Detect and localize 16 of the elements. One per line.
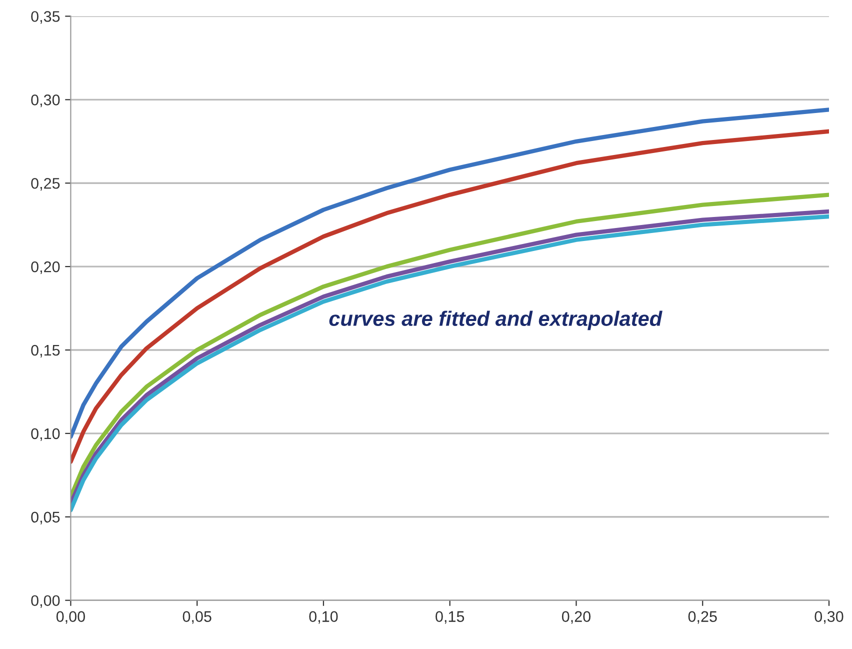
- x-tick-label: 0,05: [182, 611, 212, 624]
- y-tick-label: 0,25: [31, 178, 60, 191]
- y-tick-label: 0,35: [31, 11, 60, 24]
- x-tick-label: 0,15: [436, 611, 464, 624]
- x-tick-label: 0,25: [688, 611, 717, 624]
- annotation: curves are fitted and extrapolated: [329, 310, 662, 330]
- x-tick-label: 0,10: [309, 611, 338, 624]
- y-tick-label: 0,30: [31, 94, 60, 108]
- y-tick-label: 0,20: [31, 261, 60, 274]
- y-tick-label: 0,00: [31, 595, 60, 608]
- y-tick-label: 0,05: [31, 512, 60, 524]
- y-tick-label: 0,10: [31, 428, 60, 441]
- x-tick-label: 0,00: [56, 611, 85, 624]
- x-tick-label: 0,20: [562, 611, 591, 624]
- x-tick-label: 0,30: [814, 611, 844, 624]
- y-tick-label: 0,15: [31, 344, 60, 358]
